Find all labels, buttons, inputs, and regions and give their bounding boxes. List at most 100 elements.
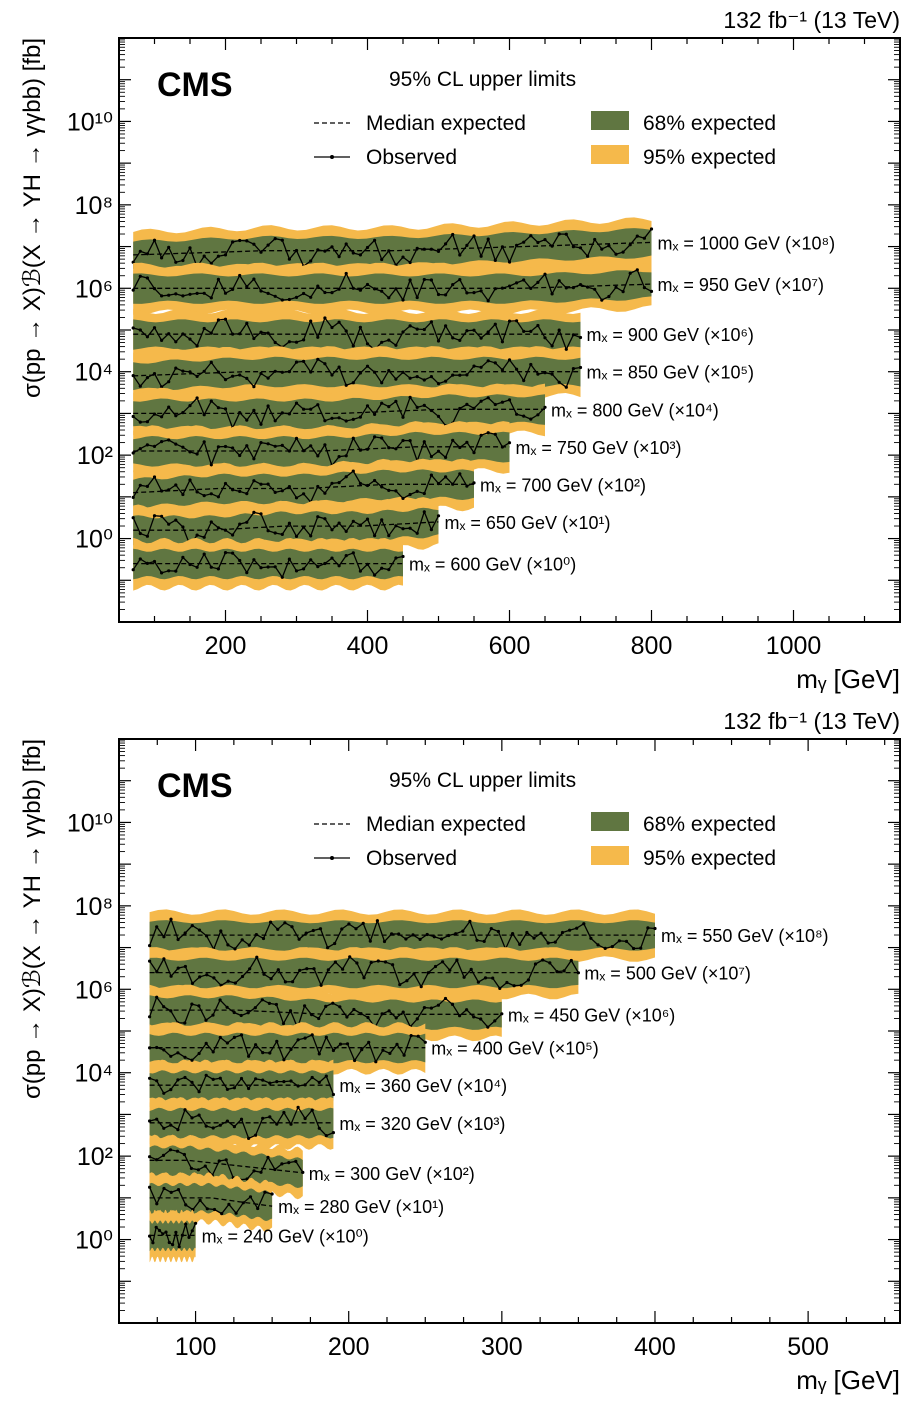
observed-point — [301, 1170, 305, 1174]
band-68 — [133, 270, 652, 304]
observed-point — [316, 248, 320, 252]
observed-point — [443, 996, 448, 1001]
observed-point — [365, 447, 370, 451]
observed-point — [330, 528, 334, 532]
observed-point — [326, 946, 330, 950]
observed-point — [512, 984, 516, 988]
observed-point — [176, 1051, 180, 1055]
series-label: mₓ = 280 GeV (×10¹) — [278, 1197, 444, 1217]
series-label: mₓ = 400 GeV (×10⁵) — [431, 1039, 598, 1059]
observed-point — [401, 298, 405, 302]
observed-point — [239, 1117, 244, 1121]
observed-point — [266, 442, 270, 446]
observed-point — [195, 452, 199, 456]
observed-point — [614, 285, 618, 289]
observed-point — [155, 995, 159, 999]
observed-point — [310, 1108, 314, 1112]
observed-point — [176, 966, 180, 970]
observed-point — [268, 1081, 272, 1085]
observed-point — [131, 374, 135, 378]
observed-point — [426, 971, 430, 975]
observed-point — [458, 373, 462, 377]
observed-point — [465, 329, 469, 333]
observed-point — [600, 247, 604, 251]
observed-point — [543, 336, 547, 340]
observed-point — [148, 959, 152, 963]
observed-point — [209, 261, 213, 265]
observed-point — [152, 372, 157, 376]
observed-point — [337, 521, 341, 525]
observed-point — [373, 435, 377, 439]
observed-point — [550, 292, 554, 296]
observed-point — [458, 445, 462, 450]
observed-point — [323, 249, 327, 253]
observed-point — [635, 234, 639, 238]
observed-point — [294, 401, 299, 405]
observed-point — [337, 365, 341, 369]
observed-point — [330, 373, 334, 377]
observed-point — [380, 401, 384, 405]
legend-median-label: Median expected — [366, 112, 526, 135]
observed-point — [283, 980, 287, 984]
band-68 — [149, 1145, 303, 1188]
observed-point — [365, 282, 370, 287]
observed-point — [245, 321, 249, 325]
x-axis-title: mᵧ [GeV] — [796, 664, 900, 694]
observed-point — [296, 1038, 300, 1042]
observed-point — [500, 245, 504, 249]
observed-point — [309, 295, 313, 299]
y-tick-label: 10⁰ — [75, 526, 113, 554]
observed-point — [239, 1076, 244, 1081]
observed-point — [607, 294, 611, 299]
observed-point — [310, 1075, 314, 1080]
subtitle: 95% CL upper limits — [389, 68, 576, 91]
observed-point — [145, 252, 149, 256]
observed-point — [600, 298, 604, 302]
observed-point — [475, 938, 479, 942]
observed-point — [405, 979, 409, 983]
observed-point — [316, 454, 320, 458]
observed-point — [202, 291, 206, 295]
observed-point — [274, 1002, 278, 1007]
observed-point — [202, 369, 206, 373]
median-expected-line — [149, 1009, 502, 1015]
observed-point — [317, 1052, 321, 1056]
observed-point — [562, 969, 566, 973]
observed-point — [323, 290, 327, 295]
observed-point — [548, 961, 552, 965]
observed-point — [422, 403, 426, 407]
observed-point — [211, 1050, 215, 1054]
observed-point — [432, 935, 436, 939]
median-expected-line — [133, 283, 652, 289]
observed-point — [589, 936, 593, 940]
observed-point — [254, 933, 258, 937]
observed-point — [302, 359, 306, 363]
observed-point — [259, 371, 263, 376]
observed-point — [168, 1148, 173, 1152]
observed-point — [296, 1105, 300, 1109]
observed-point — [190, 1080, 194, 1084]
observed-point — [422, 1006, 426, 1010]
observed-point — [225, 1041, 229, 1045]
observed-point — [160, 440, 164, 444]
observed-point — [231, 374, 235, 378]
observed-point — [380, 257, 384, 262]
observed-point — [429, 473, 433, 477]
observed-point — [287, 412, 291, 416]
observed-point — [444, 324, 448, 328]
observed-point — [259, 566, 263, 570]
observed-point — [281, 1021, 286, 1026]
observed-point — [162, 957, 166, 961]
observed-point — [223, 317, 228, 321]
observed-point — [465, 291, 469, 295]
series-group: mₓ = 850 GeV (×10⁵) — [131, 346, 754, 402]
observed-point — [408, 395, 412, 399]
observed-point — [500, 368, 504, 372]
observed-point — [323, 517, 327, 521]
observed-point — [155, 1202, 159, 1206]
observed-point — [169, 917, 173, 921]
observed-point — [353, 1058, 357, 1063]
observed-point — [436, 414, 441, 418]
observed-point — [522, 414, 526, 418]
observed-point — [174, 366, 178, 370]
